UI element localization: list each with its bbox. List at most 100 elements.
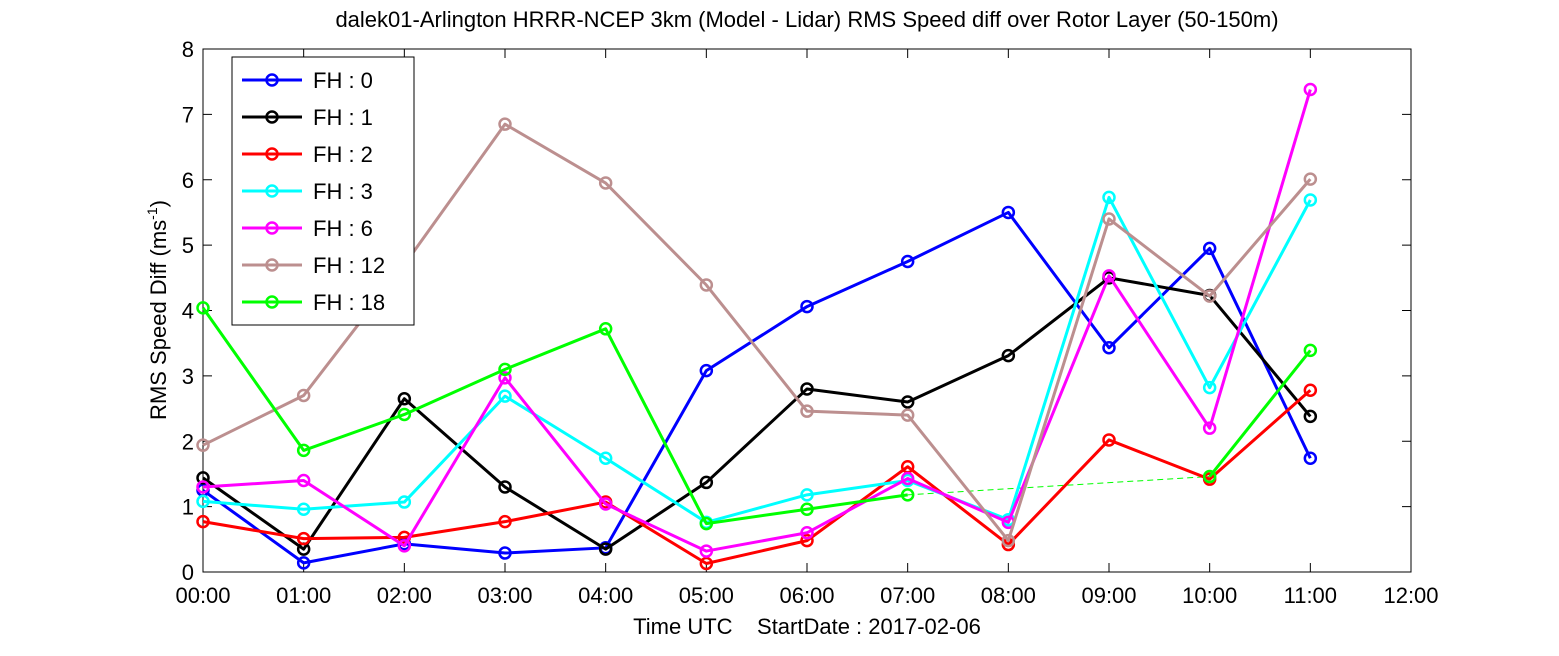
- x-tick-label: 05:00: [679, 583, 734, 608]
- data-point: [296, 388, 311, 403]
- data-point: [1202, 241, 1217, 256]
- y-tick-label: 7: [182, 102, 194, 127]
- data-point: [800, 404, 814, 418]
- data-point: [900, 408, 915, 422]
- data-point: [1001, 348, 1016, 363]
- legend-entry: FH : 3: [242, 179, 373, 204]
- data-point: [598, 322, 613, 336]
- data-point: [1303, 193, 1318, 207]
- data-point: [699, 363, 714, 378]
- data-point: [699, 556, 714, 571]
- data-point: [196, 494, 210, 509]
- y-tick-label: 2: [182, 429, 194, 454]
- y-tick-label: 3: [182, 364, 194, 389]
- data-point: [900, 471, 915, 486]
- data-point: [1303, 383, 1318, 398]
- y-tick-label: 5: [182, 233, 194, 258]
- legend: FH : 0 FH : 1 FH : 2 FH : 3 FH : 6 FH : 12 FH …: [231, 56, 415, 326]
- x-tick-label: 11:00: [1284, 583, 1337, 608]
- data-point: [900, 488, 915, 502]
- data-point: [296, 502, 311, 516]
- x-tick-label: 04:00: [578, 583, 633, 608]
- x-tick-label: 10:00: [1182, 583, 1237, 608]
- data-point: [1102, 212, 1116, 226]
- data-point: [900, 395, 915, 409]
- data-point: [699, 475, 714, 490]
- x-tick-label: 12:00: [1383, 583, 1438, 608]
- data-point: [196, 480, 210, 494]
- series-line: [202, 195, 1312, 524]
- x-tick-label: 06:00: [779, 583, 834, 608]
- data-point: [1303, 451, 1318, 465]
- legend-swatch-marker: [265, 184, 279, 198]
- data-point: [397, 407, 412, 422]
- legend-entry: FH : 1: [242, 105, 373, 130]
- series-line: [202, 276, 1312, 551]
- x-tick-label: 09:00: [1081, 583, 1136, 608]
- data-point: [196, 301, 210, 315]
- data-point: [498, 117, 512, 131]
- data-point: [800, 382, 814, 396]
- data-point: [1303, 172, 1318, 186]
- series-fh-2: [196, 383, 1318, 571]
- data-point: [1202, 289, 1217, 303]
- x-tick-label: 02:00: [377, 583, 432, 608]
- data-point: [296, 556, 311, 570]
- legend-entry: FH : 2: [242, 142, 373, 167]
- data-point: [598, 497, 613, 511]
- y-tick-label: 8: [182, 37, 194, 62]
- legend-swatch-marker: [265, 147, 279, 161]
- legend-swatch-marker: [265, 73, 279, 87]
- legend-swatch-marker: [265, 110, 279, 124]
- data-point: [900, 254, 915, 269]
- series-line: [202, 210, 1312, 565]
- legend-label: FH : 1: [313, 105, 373, 130]
- data-point: [1202, 421, 1217, 435]
- x-axis: 00:00 01:00 02:00 03:00 04:00 05:00 06:00 07:00…: [175, 49, 1439, 608]
- x-tick-label: 00:00: [175, 583, 230, 608]
- data-point: [498, 480, 512, 494]
- data-point: [1303, 343, 1318, 358]
- data-point: [296, 443, 311, 458]
- data-point: [196, 438, 210, 452]
- data-point: [1303, 82, 1318, 97]
- x-tick-label: 08:00: [981, 583, 1036, 608]
- data-point: [1102, 190, 1116, 205]
- data-point: [598, 542, 613, 556]
- legend-label: FH : 0: [313, 68, 373, 93]
- legend-label: FH : 12: [313, 253, 385, 278]
- data-point: [296, 531, 311, 546]
- y-axis-label: RMS Speed Diff (ms-1): [144, 200, 171, 420]
- series-line: [202, 89, 1312, 553]
- data-point: [699, 516, 714, 531]
- data-point: [196, 514, 210, 529]
- series-fh-6: [196, 82, 1318, 558]
- x-tick-label: 07:00: [880, 583, 935, 608]
- data-point: [699, 278, 714, 292]
- x-tick-label: 01:00: [276, 583, 331, 608]
- data-point: [498, 362, 512, 377]
- data-point: [598, 451, 613, 465]
- series-fh-18: [196, 301, 1318, 531]
- data-point: [397, 495, 412, 509]
- series-fh-3: [196, 190, 1318, 530]
- data-point: [800, 502, 814, 516]
- data-point: [699, 544, 714, 558]
- data-point: [296, 473, 311, 488]
- data-point: [1202, 380, 1217, 395]
- data-point: [598, 176, 613, 190]
- legend-label: FH : 3: [313, 179, 373, 204]
- data-point: [1001, 533, 1016, 548]
- legend-swatch-marker: [265, 258, 279, 272]
- data-point: [397, 539, 412, 553]
- gap-bridge: [907, 476, 1210, 496]
- data-point: [800, 299, 814, 314]
- legend-entry: FH : 18: [242, 290, 385, 315]
- gap-bridge-line: [907, 476, 1210, 496]
- x-axis-label: Time UTC StartDate : 2017-02-06: [633, 614, 981, 639]
- y-tick-label: 0: [182, 560, 194, 585]
- legend-swatch-marker: [265, 221, 279, 235]
- series-line: [1208, 349, 1312, 478]
- data-point: [1102, 433, 1116, 447]
- legend-entry: FH : 12: [242, 253, 385, 278]
